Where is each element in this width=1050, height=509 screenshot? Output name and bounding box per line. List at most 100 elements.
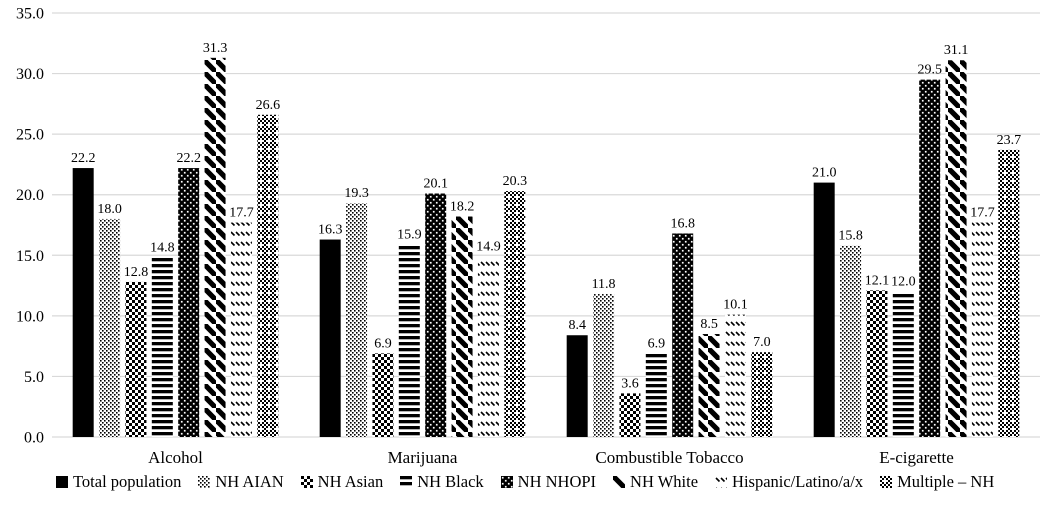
bar-alcohol-hispanic-latino-a-x [230, 222, 252, 437]
bar-e-cigarette-nh-aian [840, 245, 862, 437]
x-category-label-e-cigarette: E-cigarette [879, 448, 954, 467]
bar-alcohol-nh-nhopi [178, 168, 200, 437]
legend-swatch-dots-light-icon [198, 476, 211, 489]
bar-alcohol-nh-asian [125, 281, 147, 437]
legend-label: NH NHOPI [517, 472, 597, 491]
bar-marijuana-nh-nhopi [425, 193, 447, 437]
y-tick-label: 5.0 [24, 369, 44, 386]
bars-group [72, 57, 1020, 438]
value-label-combustible-tobacco-multiple-nh: 7.0 [753, 335, 771, 350]
value-label-marijuana-nh-aian: 19.3 [344, 186, 369, 201]
value-label-e-cigarette-nh-white: 31.1 [944, 43, 969, 58]
value-label-e-cigarette-hispanic-latino-a-x: 17.7 [970, 206, 995, 221]
y-tick-label: 35.0 [16, 6, 44, 23]
value-label-e-cigarette-nh-nhopi: 29.5 [917, 63, 942, 78]
bar-alcohol-nh-aian [99, 218, 121, 437]
y-tick-label: 15.0 [16, 248, 44, 265]
x-category-label-marijuana: Marijuana [388, 448, 458, 467]
value-labels-group: 22.2 18.0 12.814.8 22.2 31.3 17.7 26.6 16.3 19.3… [71, 41, 1021, 392]
bar-alcohol-total-population [72, 168, 94, 437]
bar-marijuana-multiple-nh [504, 191, 526, 437]
value-label-combustible-tobacco-nh-nhopi: 16.8 [670, 216, 695, 231]
value-label-marijuana-nh-white: 18.2 [450, 200, 475, 215]
bar-marijuana-nh-white [451, 216, 473, 437]
plot-svg: 0.0 5.0 10.0 15.0 20.0 25.0 30.0 35.0 22.2 18.0 1… [16, 6, 1040, 467]
value-label-combustible-tobacco-nh-aian: 11.8 [592, 277, 616, 292]
bar-alcohol-nh-black [151, 257, 173, 437]
value-label-combustible-tobacco-nh-white: 8.5 [700, 317, 718, 332]
value-label-e-cigarette-nh-asian: 12.1 [865, 273, 890, 288]
legend-label: Multiple – NH [897, 472, 995, 491]
legend-label: NH Asian [317, 472, 384, 491]
legend-item-nh-asian: NH Asian [300, 472, 384, 491]
value-label-alcohol-hispanic-latino-a-x: 17.7 [229, 206, 254, 221]
legend-item-hispanic-latino-a-x: Hispanic/Latino/a/x [715, 472, 864, 491]
legend-item-nh-white: NH White [613, 472, 699, 491]
legend-swatch-diag-dash-icon [715, 476, 728, 489]
value-label-e-cigarette-total-population: 21.0 [812, 166, 837, 181]
legend-item-multiple-nh: Multiple – NH [880, 472, 995, 491]
bar-e-cigarette-nh-white [945, 60, 967, 437]
bar-combustible-tobacco-hispanic-latino-a-x [724, 314, 746, 437]
value-label-alcohol-nh-nhopi: 22.2 [176, 151, 201, 166]
y-tick-label: 25.0 [16, 127, 44, 144]
y-tick-label: 20.0 [16, 187, 44, 204]
legend-label: Hispanic/Latino/a/x [732, 472, 864, 491]
value-label-marijuana-nh-nhopi: 20.1 [423, 177, 448, 192]
bar-combustible-tobacco-nh-white [698, 334, 720, 437]
legend-label: NH Black [417, 472, 484, 491]
bar-marijuana-nh-asian [372, 353, 394, 437]
legend-item-nh-nhopi: NH NHOPI [500, 472, 597, 491]
legend-swatch-checker-icon [300, 476, 313, 489]
legend-swatch-solid-icon [56, 476, 68, 489]
bar-e-cigarette-multiple-nh [998, 149, 1020, 438]
chart-legend: Total population NH AIAN NH Asian NH Black N… [0, 472, 1050, 491]
gridlines-group [52, 12, 1040, 438]
value-label-marijuana-multiple-nh: 20.3 [503, 174, 528, 189]
bar-combustible-tobacco-multiple-nh [751, 352, 773, 437]
value-label-alcohol-nh-asian: 12.8 [124, 265, 149, 280]
bar-marijuana-nh-black [398, 244, 420, 437]
value-label-combustible-tobacco-nh-asian: 3.6 [621, 376, 639, 391]
category-labels-group: Alcohol Marijuana Combustible Tobacco E-cig… [148, 448, 954, 467]
bar-combustible-tobacco-total-population [566, 335, 588, 437]
y-tick-label: 30.0 [16, 66, 44, 83]
bar-marijuana-nh-aian [346, 203, 368, 437]
legend-label: NH AIAN [215, 472, 284, 491]
bar-alcohol-multiple-nh [257, 114, 279, 437]
value-label-marijuana-nh-asian: 6.9 [374, 336, 392, 351]
x-category-label-combustible-tobacco: Combustible Tobacco [595, 448, 743, 467]
value-label-alcohol-nh-aian: 18.0 [97, 202, 122, 217]
bar-marijuana-total-population [319, 239, 341, 437]
legend-item-nh-black: NH Black [400, 472, 484, 491]
legend-swatch-hlines-icon [400, 476, 413, 489]
value-label-alcohol-total-population: 22.2 [71, 151, 96, 166]
bar-alcohol-nh-white [204, 57, 226, 438]
legend-item-total-population: Total population [56, 473, 181, 491]
value-label-combustible-tobacco-nh-black: 6.9 [648, 336, 666, 351]
y-tick-label: 0.0 [24, 430, 44, 447]
value-label-alcohol-multiple-nh: 26.6 [256, 98, 281, 113]
bar-e-cigarette-nh-asian [866, 290, 888, 437]
y-tick-label: 10.0 [16, 308, 44, 325]
bar-combustible-tobacco-nh-black [645, 353, 667, 437]
bar-e-cigarette-hispanic-latino-a-x [971, 222, 993, 437]
legend-item-nh-aian: NH AIAN [198, 472, 284, 491]
value-label-combustible-tobacco-total-population: 8.4 [568, 318, 586, 333]
value-label-marijuana-hispanic-latino-a-x: 14.9 [476, 239, 501, 254]
value-label-e-cigarette-multiple-nh: 23.7 [997, 133, 1022, 148]
legend-label: NH White [630, 472, 699, 491]
value-label-combustible-tobacco-hispanic-latino-a-x: 10.1 [723, 298, 748, 313]
bar-marijuana-hispanic-latino-a-x [477, 256, 499, 437]
bar-e-cigarette-total-population [813, 182, 835, 437]
x-category-label-alcohol: Alcohol [148, 448, 203, 467]
bar-e-cigarette-nh-black [892, 291, 914, 437]
legend-swatch-checker-fine-icon [880, 476, 893, 489]
y-axis-labels-group: 0.0 5.0 10.0 15.0 20.0 25.0 30.0 35.0 [16, 6, 44, 447]
legend-swatch-diag-wide-icon [613, 476, 626, 489]
value-label-alcohol-nh-white: 31.3 [203, 41, 228, 56]
value-label-marijuana-nh-black: 15.9 [397, 227, 422, 242]
value-label-marijuana-total-population: 16.3 [318, 223, 343, 238]
value-label-e-cigarette-nh-aian: 15.8 [838, 229, 863, 244]
